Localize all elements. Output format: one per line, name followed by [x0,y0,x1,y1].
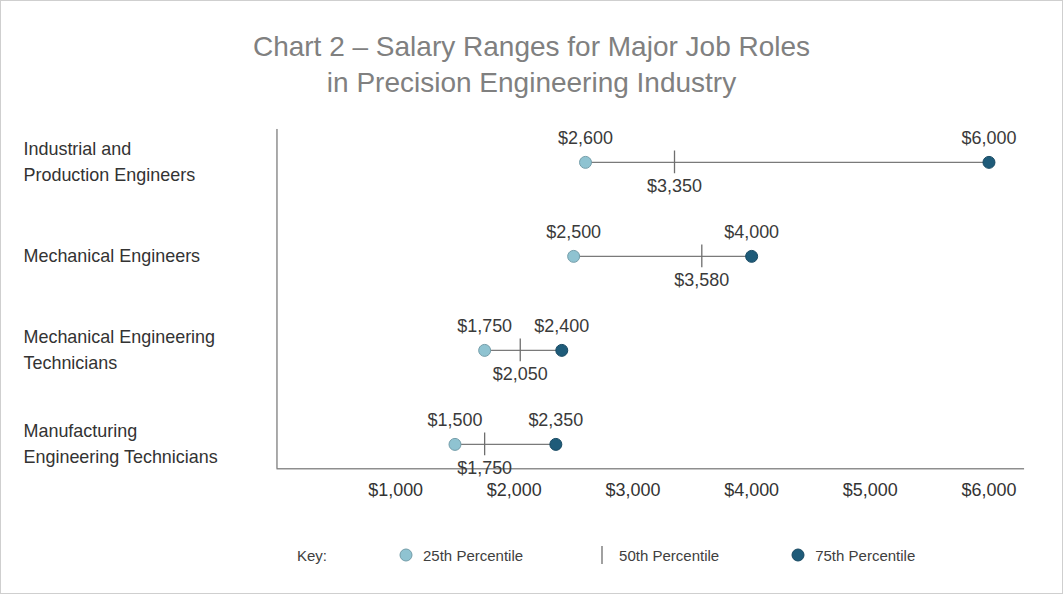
html-text:Chart 2 – Salary Ranges for Ma: Chart 2 – Salary Ranges for Major Job Ro… [252,31,811,98]
svg-text:$3,580: $3,580 [674,270,729,290]
svg-text:$2,500: $2,500 [546,222,601,242]
html-text:50th Percentile: 50th Percentile [619,546,720,564]
svg-text:$1,000: $1,000 [368,480,423,500]
svg-text:Manufacturing: Manufacturing [23,421,137,441]
svg-text:Mechanical Engineering: Mechanical Engineering [23,327,215,347]
svg-text:Engineering Technicians: Engineering Technicians [23,447,217,467]
svg-text:Technicians: Technicians [23,353,117,373]
svg-text:$4,000: $4,000 [724,480,779,500]
svg-text:$2,350: $2,350 [528,410,583,430]
svg-text:$2,000: $2,000 [487,480,542,500]
svg-text:$1,750: $1,750 [457,316,512,336]
svg-text:$4,000: $4,000 [724,222,779,242]
svg-text:$3,000: $3,000 [606,480,661,500]
html-text:75th Percentile: 75th Percentile [815,546,916,564]
svg-text:$5,000: $5,000 [843,480,898,500]
html-text:Key:: Key: [297,546,327,564]
svg-text:Mechanical Engineers: Mechanical Engineers [23,246,200,266]
svg-text:$2,600: $2,600 [558,128,613,148]
svg-text:$6,000: $6,000 [962,480,1017,500]
svg-text:$6,000: $6,000 [962,128,1017,148]
html-text:25th Percentile: 25th Percentile [423,546,524,564]
svg-text:Production Engineers: Production Engineers [23,165,195,185]
svg-text:Industrial and: Industrial and [23,139,131,159]
svg-text:$1,750: $1,750 [457,458,512,478]
svg-text:$1,500: $1,500 [428,410,483,430]
svg-text:$3,350: $3,350 [647,176,702,196]
svg-text:$2,050: $2,050 [493,364,548,384]
svg-text:$2,400: $2,400 [534,316,589,336]
